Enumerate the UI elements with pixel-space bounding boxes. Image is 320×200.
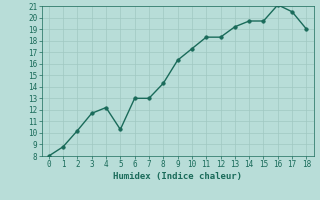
X-axis label: Humidex (Indice chaleur): Humidex (Indice chaleur): [113, 172, 242, 181]
